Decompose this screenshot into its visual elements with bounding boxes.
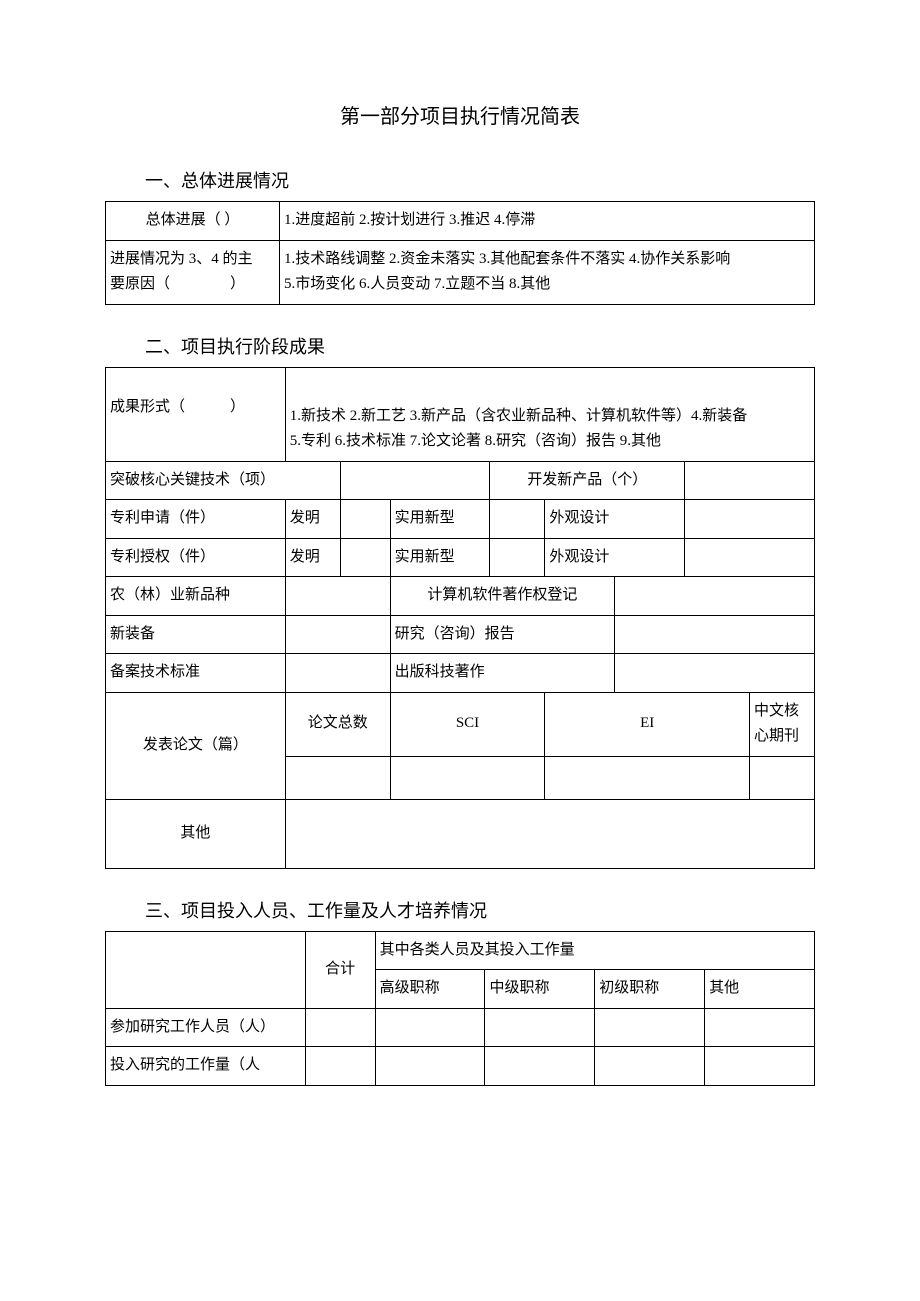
participants-total (305, 1008, 375, 1047)
patent-apply-invention-value (340, 500, 390, 539)
papers-label: 发表论文（篇） (106, 692, 286, 799)
sci-label: SCI (390, 692, 545, 756)
senior-label: 高级职称 (375, 970, 485, 1009)
patent-apply-invention-label: 发明 (285, 500, 340, 539)
workload-label: 投入研究的工作量（人 (106, 1047, 306, 1086)
workload-other (705, 1047, 815, 1086)
participants-mid (485, 1008, 595, 1047)
participants-label: 参加研究工作人员（人） (106, 1008, 306, 1047)
breakthrough-tech-value (340, 461, 490, 500)
new-product-value (685, 461, 815, 500)
ei-value (545, 756, 750, 799)
participants-senior (375, 1008, 485, 1047)
result-form-options-line2: 5.专利 6.技术标准 7.论文论著 8.研究（咨询）报告 9.其他 (290, 433, 661, 449)
total-label: 合计 (305, 931, 375, 1008)
result-form-options: 1.新技术 2.新工艺 3.新产品（含农业新品种、计算机软件等）4.新装备 5.… (285, 367, 814, 461)
new-product-label: 开发新产品（个） (490, 461, 685, 500)
reason-options: 1.技术路线调整 2.资金未落实 3.其他配套条件不落实 4.协作关系影响 5.… (280, 240, 815, 304)
personnel-other-label: 其他 (705, 970, 815, 1009)
participants-other (705, 1008, 815, 1047)
patent-grant-invention-label: 发明 (285, 538, 340, 577)
table-results: 成果形式（ ） 1.新技术 2.新工艺 3.新产品（含农业新品种、计算机软件等）… (105, 367, 815, 869)
research-report-value (615, 615, 815, 654)
patent-grant-utility-label: 实用新型 (390, 538, 490, 577)
new-equipment-label: 新装备 (106, 615, 286, 654)
breakthrough-tech-label: 突破核心关键技术（项） (106, 461, 341, 500)
patent-grant-label: 专利授权（件） (106, 538, 286, 577)
research-report-label: 研究（咨询）报告 (390, 615, 615, 654)
new-equipment-value (285, 615, 390, 654)
reason-options-line1: 1.技术路线调整 2.资金未落实 3.其他配套条件不落实 4.协作关系影响 (284, 251, 730, 267)
section3-heading: 三、项目投入人员、工作量及人才培养情况 (145, 897, 815, 923)
personnel-blank (106, 931, 306, 1008)
reason-options-line2: 5.市场变化 6.人员变动 7.立题不当 8.其他 (284, 276, 550, 292)
result-form-options-line1: 1.新技术 2.新工艺 3.新产品（含农业新品种、计算机软件等）4.新装备 (290, 408, 748, 424)
patent-grant-utility-value (490, 538, 545, 577)
published-work-label: 出版科技著作 (390, 654, 615, 693)
cn-core-value (750, 756, 815, 799)
cn-core-label: 中文核心期刊 (750, 692, 815, 756)
sci-value (390, 756, 545, 799)
reason-label-line1: 进展情况为 3、4 的主 (110, 251, 253, 267)
patent-apply-design-value (685, 500, 815, 539)
table-personnel: 合计 其中各类人员及其投入工作量 高级职称 中级职称 初级职称 其他 参加研究工… (105, 931, 815, 1086)
patent-apply-design-label: 外观设计 (545, 500, 685, 539)
patent-apply-utility-value (490, 500, 545, 539)
other-value (285, 799, 814, 868)
patent-grant-invention-value (340, 538, 390, 577)
participants-junior (595, 1008, 705, 1047)
workload-mid (485, 1047, 595, 1086)
software-copyright-label: 计算机软件著作权登记 (390, 577, 615, 616)
patent-grant-design-value (685, 538, 815, 577)
tech-standard-label: 备案技术标准 (106, 654, 286, 693)
ei-label: EI (545, 692, 750, 756)
junior-label: 初级职称 (595, 970, 705, 1009)
patent-apply-utility-label: 实用新型 (390, 500, 490, 539)
reason-label-line2: 要原因（ ） (110, 276, 245, 292)
patent-grant-design-label: 外观设计 (545, 538, 685, 577)
result-form-label: 成果形式（ ） (106, 367, 286, 461)
table-overall-progress: 总体进展（ ） 1.进度超前 2.按计划进行 3.推迟 4.停滞 进展情况为 3… (105, 201, 815, 305)
page-title: 第一部分项目执行情况简表 (105, 100, 815, 129)
overall-progress-label: 总体进展（ ） (106, 202, 280, 241)
paper-total-value (285, 756, 390, 799)
overall-progress-options: 1.进度超前 2.按计划进行 3.推迟 4.停滞 (280, 202, 815, 241)
workload-senior (375, 1047, 485, 1086)
sub-header: 其中各类人员及其投入工作量 (375, 931, 814, 970)
paper-total-label: 论文总数 (285, 692, 390, 756)
other-label: 其他 (106, 799, 286, 868)
workload-total (305, 1047, 375, 1086)
agri-variety-label: 农（林）业新品种 (106, 577, 286, 616)
section1-heading: 一、总体进展情况 (145, 167, 815, 193)
mid-label: 中级职称 (485, 970, 595, 1009)
patent-apply-label: 专利申请（件） (106, 500, 286, 539)
software-copyright-value (615, 577, 815, 616)
published-work-value (615, 654, 815, 693)
reason-label: 进展情况为 3、4 的主 要原因（ ） (106, 240, 280, 304)
section2-heading: 二、项目执行阶段成果 (145, 333, 815, 359)
agri-variety-value (285, 577, 390, 616)
workload-junior (595, 1047, 705, 1086)
tech-standard-value (285, 654, 390, 693)
